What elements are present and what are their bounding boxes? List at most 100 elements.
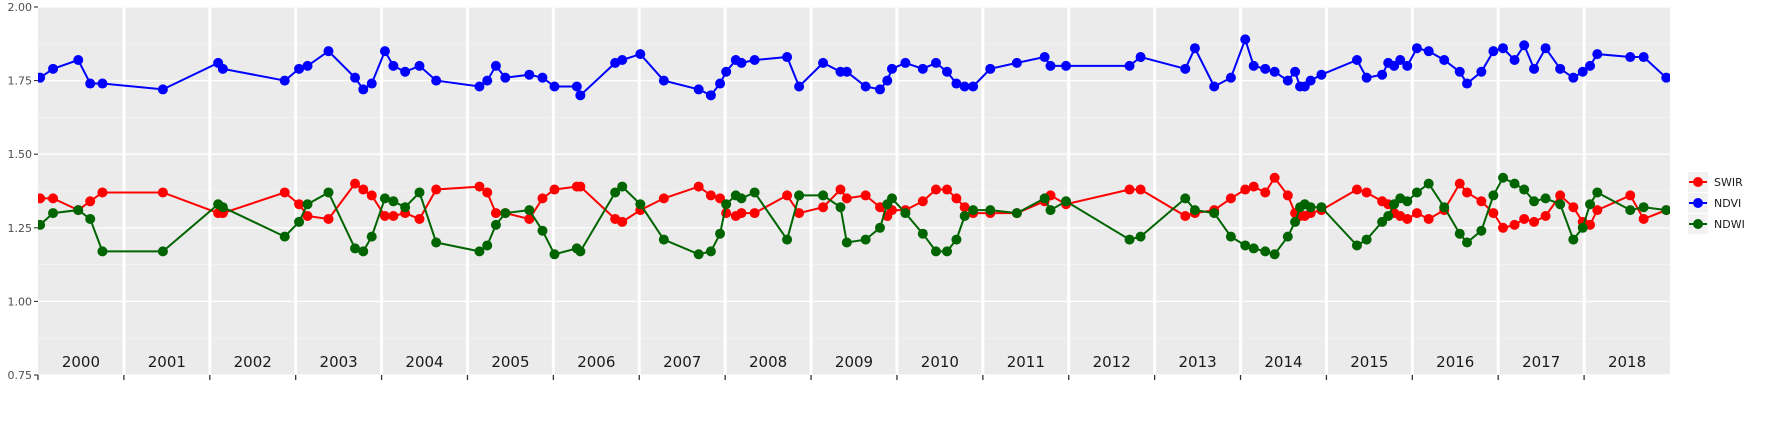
- data-point-ndwi: [1290, 216, 1301, 227]
- data-point-ndwi: [782, 234, 793, 245]
- data-point-ndwi: [1498, 172, 1509, 183]
- data-point-ndwi: [951, 234, 962, 245]
- data-point-swir: [1248, 181, 1259, 192]
- year-label: 2014: [1264, 353, 1302, 371]
- data-point-ndvi: [1592, 49, 1603, 60]
- data-point-swir: [524, 213, 535, 224]
- data-point-ndwi: [414, 187, 425, 198]
- data-point-swir: [1423, 213, 1434, 224]
- data-point-ndvi: [1529, 63, 1540, 74]
- data-point-ndwi: [323, 187, 334, 198]
- data-point-ndvi: [985, 63, 996, 74]
- data-point-swir: [782, 190, 793, 201]
- data-point-swir: [1476, 196, 1487, 207]
- data-point-ndvi: [860, 81, 871, 92]
- data-point-ndwi: [1476, 225, 1487, 236]
- data-point-ndwi: [1439, 202, 1450, 213]
- data-point-ndvi: [537, 72, 548, 83]
- data-point-ndwi: [1383, 211, 1394, 222]
- data-point-ndvi: [1540, 43, 1551, 54]
- data-point-swir: [1625, 190, 1636, 201]
- data-point-ndwi: [1316, 202, 1327, 213]
- data-point-ndvi: [1395, 54, 1406, 65]
- data-point-ndwi: [1045, 205, 1056, 216]
- data-point-swir: [549, 184, 560, 195]
- data-point-ndwi: [1225, 231, 1236, 242]
- data-point-ndvi: [794, 81, 805, 92]
- data-point-swir: [294, 199, 305, 210]
- data-point-ndwi: [721, 199, 732, 210]
- data-point-ndwi: [1638, 202, 1649, 213]
- data-point-ndvi: [1498, 43, 1509, 54]
- data-point-swir: [1135, 184, 1146, 195]
- data-point-ndwi: [1462, 237, 1473, 248]
- data-point-ndwi: [388, 196, 399, 207]
- data-point-swir: [959, 202, 970, 213]
- data-point-ndvi: [500, 72, 511, 83]
- data-point-ndvi: [900, 57, 911, 68]
- data-point-swir: [1454, 178, 1465, 189]
- data-point-ndwi: [1625, 205, 1636, 216]
- data-point-ndwi: [302, 199, 313, 210]
- data-point-ndvi: [693, 84, 704, 95]
- data-point-ndvi: [1488, 46, 1499, 57]
- data-point-ndvi: [818, 57, 829, 68]
- data-point-swir: [1180, 211, 1191, 222]
- data-point-ndwi: [1577, 222, 1588, 233]
- data-point-ndwi: [1209, 208, 1220, 219]
- data-point-ndvi: [73, 54, 84, 65]
- data-point-ndvi: [482, 75, 493, 86]
- data-point-swir: [431, 184, 442, 195]
- data-point-swir: [705, 190, 716, 201]
- data-point-ndvi: [350, 72, 361, 83]
- data-point-swir: [48, 193, 59, 204]
- data-point-swir: [97, 187, 108, 198]
- data-point-ndvi: [1351, 54, 1362, 65]
- data-point-swir: [490, 208, 501, 219]
- legend-label-swir: SWIR: [1714, 176, 1743, 189]
- data-point-ndwi: [490, 219, 501, 230]
- data-point-ndvi: [1555, 63, 1566, 74]
- data-point-ndwi: [1585, 199, 1596, 210]
- data-point-swir: [1638, 213, 1649, 224]
- data-point-ndwi: [835, 202, 846, 213]
- data-point-ndwi: [1402, 196, 1413, 207]
- data-point-ndwi: [474, 246, 485, 257]
- data-point-ndvi: [841, 66, 852, 77]
- data-point-swir: [942, 184, 953, 195]
- data-point-ndvi: [1462, 78, 1473, 89]
- data-point-ndvi: [1240, 34, 1251, 45]
- data-point-ndwi: [1488, 190, 1499, 201]
- data-point-ndvi: [1577, 66, 1588, 77]
- data-point-ndvi: [749, 54, 760, 65]
- data-point-ndwi: [794, 190, 805, 201]
- data-point-swir: [1402, 213, 1413, 224]
- data-point-ndvi: [715, 78, 726, 89]
- data-point-ndwi: [917, 228, 928, 239]
- data-point-ndvi: [942, 66, 953, 77]
- data-point-ndvi: [1711, 70, 1721, 80]
- data-point-ndvi: [1509, 54, 1520, 65]
- year-label: 2015: [1350, 353, 1388, 371]
- data-point-swir: [749, 208, 760, 219]
- data-point-ndvi: [959, 81, 970, 92]
- data-point-swir: [302, 211, 313, 222]
- data-point-ndvi: [157, 84, 168, 95]
- data-point-swir: [736, 208, 747, 219]
- data-layer: [38, 34, 1721, 260]
- data-point-ndvi: [1661, 72, 1670, 83]
- data-point-ndwi: [985, 205, 996, 216]
- data-point-ndvi: [1290, 66, 1301, 77]
- data-point-swir: [1124, 184, 1135, 195]
- data-point-ndvi: [1402, 60, 1413, 71]
- data-point-ndvi: [874, 84, 885, 95]
- data-point-ndwi: [549, 249, 560, 260]
- data-point-swir: [1592, 205, 1603, 216]
- data-point-ndvi: [1011, 57, 1022, 68]
- data-point-swir: [1260, 187, 1271, 198]
- y-tick-label: 1.25: [8, 222, 33, 235]
- year-label: 2017: [1522, 353, 1560, 371]
- year-label: 2009: [835, 353, 873, 371]
- data-point-ndwi: [537, 225, 548, 236]
- data-point-ndwi: [1269, 249, 1280, 260]
